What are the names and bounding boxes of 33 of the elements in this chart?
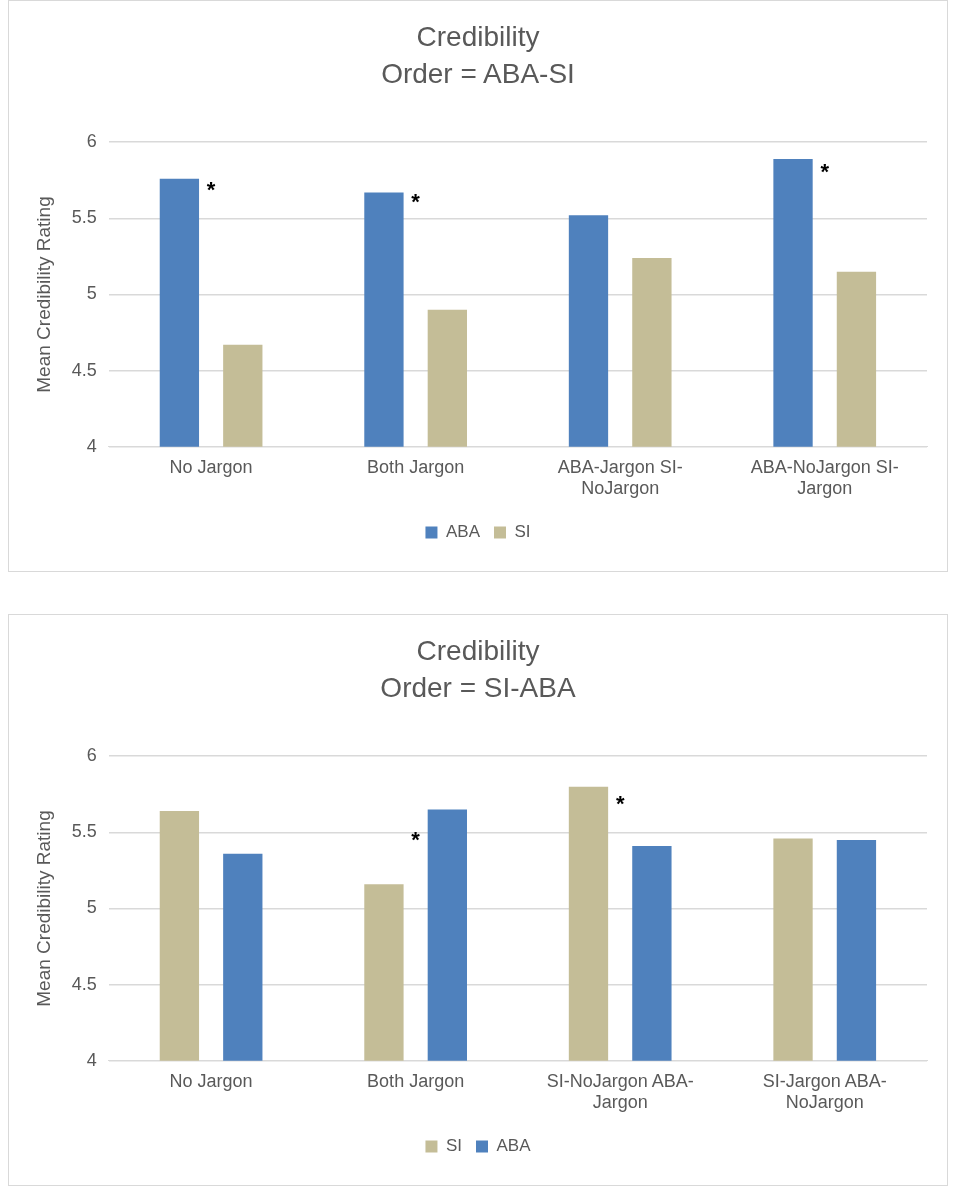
y-tick-label: 4 bbox=[86, 435, 97, 456]
y-tick-label: 5.5 bbox=[71, 207, 97, 228]
y-tick-label: 5 bbox=[86, 283, 97, 304]
y-tick-label: 5 bbox=[86, 897, 97, 918]
chart-title: Credibility bbox=[416, 20, 540, 52]
annotation: * bbox=[411, 189, 421, 215]
y-tick-label: 6 bbox=[86, 131, 97, 152]
y-tick-label: 4.5 bbox=[71, 359, 97, 380]
y-axis-title: Mean Credibility Rating bbox=[32, 196, 54, 393]
chart-title: Credibility bbox=[416, 634, 540, 666]
x-tick-label: No Jargon bbox=[169, 456, 253, 477]
annotation: * bbox=[820, 158, 830, 184]
y-tick-label: 6 bbox=[86, 745, 97, 766]
x-tick-label: SI-Jargon ABA-NoJargon bbox=[762, 1070, 887, 1113]
x-tick-label: No Jargon bbox=[169, 1070, 253, 1091]
annotation: * bbox=[615, 790, 625, 816]
annotation: * bbox=[411, 827, 421, 853]
legend-label: SI bbox=[514, 522, 531, 542]
legend-label: SI bbox=[445, 1136, 463, 1156]
y-tick-label: 4 bbox=[86, 1049, 97, 1070]
legend-label: ABA bbox=[496, 1136, 532, 1156]
chart-subtitle: Order = ABA-SI bbox=[381, 58, 575, 90]
y-axis-title: Mean Credibility Rating bbox=[32, 810, 54, 1007]
chart-subtitle: Order = SI-ABA bbox=[380, 672, 576, 704]
x-tick-label: ABA-Jargon SI-NoJargon bbox=[557, 456, 683, 499]
legend-label: ABA bbox=[445, 522, 481, 542]
x-tick-label: ABA-NoJargon SI-Jargon bbox=[750, 456, 899, 499]
annotation: * bbox=[206, 176, 216, 202]
x-tick-label: Both Jargon bbox=[367, 1070, 465, 1091]
x-tick-label: SI-NoJargon ABA-Jargon bbox=[546, 1070, 694, 1113]
y-tick-label: 4.5 bbox=[71, 973, 97, 994]
y-tick-label: 5.5 bbox=[71, 821, 97, 842]
x-tick-label: Both Jargon bbox=[367, 456, 465, 477]
